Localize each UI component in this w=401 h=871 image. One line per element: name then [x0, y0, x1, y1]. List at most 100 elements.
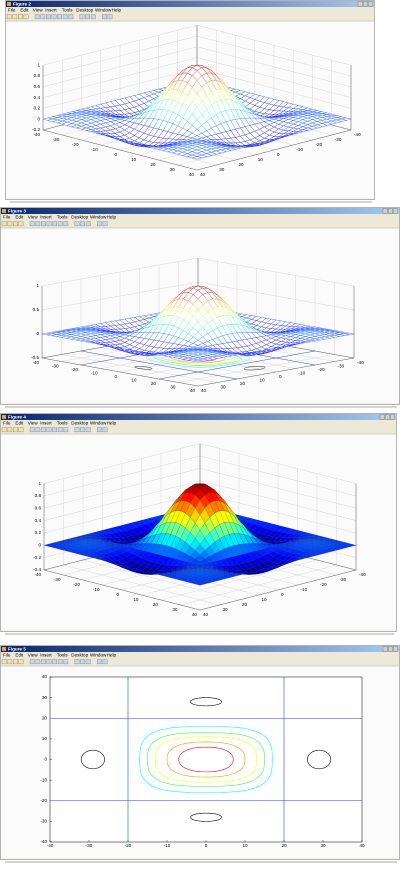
- menu-item[interactable]: Window: [90, 653, 107, 658]
- toolbar-button[interactable]: [18, 659, 24, 665]
- toolbar-button[interactable]: [7, 221, 13, 227]
- title-button[interactable]: [363, 1, 368, 7]
- title-button[interactable]: [388, 646, 393, 652]
- title-button[interactable]: [379, 414, 385, 420]
- toolbar-button[interactable]: [63, 659, 69, 665]
- menu-item[interactable]: Help: [112, 8, 122, 13]
- toolbar-button[interactable]: [80, 659, 85, 665]
- toolbar-button[interactable]: [102, 659, 108, 665]
- toolbar-button[interactable]: [80, 221, 85, 227]
- toolbar-button[interactable]: [102, 221, 108, 227]
- menu-item[interactable]: Insert: [40, 653, 52, 658]
- title-button[interactable]: [382, 646, 388, 652]
- menu-item[interactable]: Edit: [20, 8, 29, 13]
- toolbar-button[interactable]: [34, 14, 40, 20]
- menu-item[interactable]: Tools: [62, 8, 73, 13]
- toolbar-button[interactable]: [68, 14, 74, 20]
- toolbar-button[interactable]: [102, 14, 107, 20]
- title-button[interactable]: [357, 1, 363, 7]
- toolbar-button[interactable]: [52, 659, 57, 665]
- toolbar-button[interactable]: [57, 221, 63, 227]
- toolbar-button[interactable]: [79, 14, 85, 20]
- toolbar-button[interactable]: [40, 14, 46, 20]
- toolbar-button[interactable]: [6, 14, 12, 20]
- toolbar-button[interactable]: [85, 427, 91, 433]
- menu-item[interactable]: Edit: [15, 421, 24, 426]
- menu-item[interactable]: Window: [95, 8, 112, 13]
- toolbar-button[interactable]: [85, 14, 90, 20]
- toolbar-button[interactable]: [29, 221, 35, 227]
- toolbar-button[interactable]: [90, 14, 96, 20]
- menu-item[interactable]: Desktop: [71, 421, 88, 426]
- toolbar-button[interactable]: [46, 427, 52, 433]
- toolbar-button[interactable]: [63, 221, 69, 227]
- toolbar-button[interactable]: [97, 659, 102, 665]
- toolbar-button[interactable]: [97, 427, 102, 433]
- toolbar-button[interactable]: [18, 14, 23, 20]
- toolbar-button[interactable]: [74, 427, 80, 433]
- menu-item[interactable]: Tools: [57, 215, 68, 220]
- toolbar-button[interactable]: [52, 427, 57, 433]
- toolbar-button[interactable]: [18, 427, 24, 433]
- menu-item[interactable]: Help: [107, 653, 117, 658]
- title-button[interactable]: [393, 208, 398, 214]
- menu-item[interactable]: Edit: [15, 215, 24, 220]
- title-button[interactable]: [393, 646, 398, 652]
- toolbar-button[interactable]: [41, 221, 46, 227]
- toolbar-button[interactable]: [63, 427, 69, 433]
- toolbar-button[interactable]: [12, 14, 18, 20]
- toolbar-button[interactable]: [29, 659, 35, 665]
- toolbar-button[interactable]: [52, 221, 57, 227]
- menu-item[interactable]: Desktop: [71, 653, 88, 658]
- toolbar-button[interactable]: [62, 14, 68, 20]
- toolbar-button[interactable]: [85, 221, 91, 227]
- toolbar-button[interactable]: [57, 14, 62, 20]
- toolbar-button[interactable]: [74, 221, 80, 227]
- menu-item[interactable]: File: [3, 653, 11, 658]
- title-button[interactable]: [382, 208, 388, 214]
- toolbar-button[interactable]: [46, 14, 51, 20]
- menu-item[interactable]: Insert: [40, 215, 52, 220]
- toolbar-button[interactable]: [46, 221, 52, 227]
- menu-item[interactable]: Desktop: [71, 215, 88, 220]
- toolbar-button[interactable]: [35, 427, 41, 433]
- toolbar-button[interactable]: [13, 221, 18, 227]
- menu-item[interactable]: Tools: [57, 653, 68, 658]
- toolbar-button[interactable]: [107, 14, 113, 20]
- toolbar-button[interactable]: [1, 427, 7, 433]
- toolbar-button[interactable]: [41, 659, 46, 665]
- menu-item[interactable]: Insert: [40, 421, 52, 426]
- menu-item[interactable]: View: [28, 421, 39, 426]
- toolbar-button[interactable]: [35, 659, 41, 665]
- menu-item[interactable]: Insert: [45, 8, 57, 13]
- menu-item[interactable]: File: [3, 215, 11, 220]
- menu-item[interactable]: File: [8, 8, 16, 13]
- title-button[interactable]: [385, 414, 390, 420]
- menu-item[interactable]: Edit: [15, 653, 24, 658]
- menu-item[interactable]: View: [33, 8, 44, 13]
- toolbar-button[interactable]: [57, 659, 63, 665]
- toolbar-button[interactable]: [1, 659, 7, 665]
- menu-item[interactable]: Help: [107, 421, 117, 426]
- menu-item[interactable]: Help: [107, 215, 117, 220]
- menu-item[interactable]: View: [28, 215, 39, 220]
- toolbar-button[interactable]: [102, 427, 108, 433]
- toolbar-button[interactable]: [7, 659, 13, 665]
- toolbar-button[interactable]: [18, 221, 24, 227]
- toolbar-button[interactable]: [51, 14, 57, 20]
- toolbar-button[interactable]: [74, 659, 80, 665]
- toolbar-button[interactable]: [13, 427, 18, 433]
- menu-item[interactable]: Desktop: [76, 8, 93, 13]
- menu-item[interactable]: Window: [90, 215, 107, 220]
- toolbar-button[interactable]: [97, 221, 102, 227]
- toolbar-button[interactable]: [1, 221, 7, 227]
- menu-item[interactable]: View: [28, 653, 39, 658]
- toolbar-button[interactable]: [29, 427, 35, 433]
- menu-item[interactable]: Window: [90, 421, 107, 426]
- toolbar-button[interactable]: [13, 659, 18, 665]
- toolbar-button[interactable]: [23, 14, 29, 20]
- toolbar-button[interactable]: [85, 659, 91, 665]
- toolbar-button[interactable]: [35, 221, 41, 227]
- menu-item[interactable]: File: [3, 421, 11, 426]
- toolbar-button[interactable]: [7, 427, 13, 433]
